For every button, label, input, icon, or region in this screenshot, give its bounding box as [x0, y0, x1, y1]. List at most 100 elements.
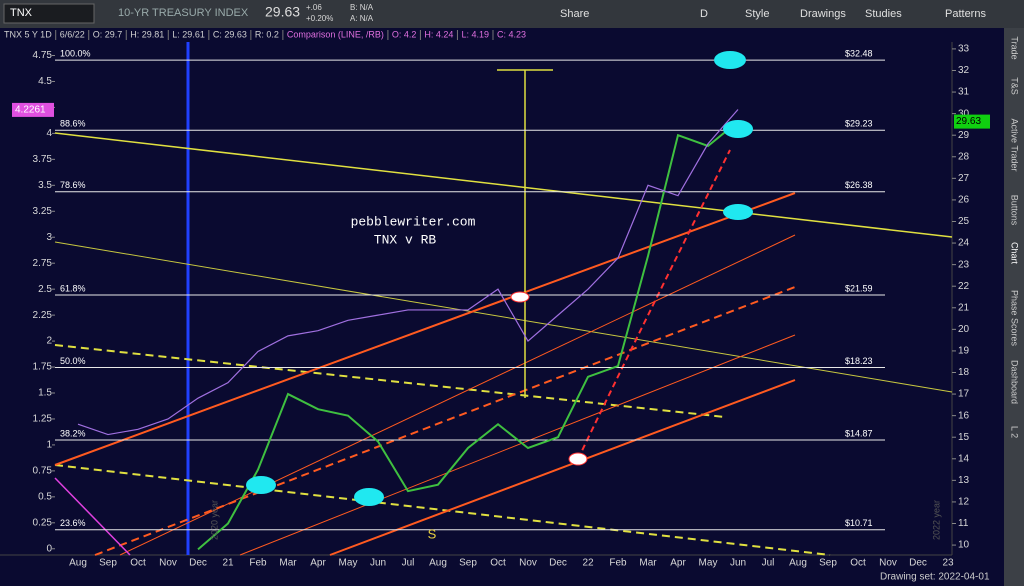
fib-label: 38.2%: [60, 428, 86, 438]
y-tick-label: 29: [958, 130, 970, 141]
x-tick-label: 23: [942, 558, 954, 569]
symbol-box[interactable]: [3, 3, 95, 24]
y-tick-label: 26: [958, 195, 970, 206]
y2-tick-label: 3.75: [33, 154, 53, 165]
info-item: L: 4.19: [461, 29, 489, 39]
fib-price: $14.87: [845, 428, 873, 438]
drawings: [54, 42, 953, 556]
y-tick-label: 12: [958, 497, 970, 508]
y-tick-label: 30: [958, 108, 970, 119]
info-item: L: 29.61: [172, 29, 205, 39]
x-tick-label: Aug: [429, 558, 447, 569]
x-tick-label: Jun: [370, 558, 386, 569]
x-tick-label: Oct: [850, 558, 866, 569]
y-tick-label: 10: [958, 540, 970, 551]
x-tick-label: Aug: [69, 558, 87, 569]
x-tick-label: Mar: [639, 558, 657, 569]
info-item: 6/6/22: [60, 29, 85, 39]
fib-label: 100.0%: [60, 48, 91, 58]
y-tick-label: 20: [958, 324, 970, 335]
series: [55, 59, 885, 551]
y2-tick-label: 3.25: [33, 206, 53, 217]
y2-tick-label: 2: [46, 336, 52, 347]
annotation: 2022 year: [931, 500, 941, 540]
y2-tick-label: 1.5: [38, 388, 52, 399]
footer: Drawing set: 2022-04-01: [880, 572, 990, 583]
sidebar-tab[interactable]: T&S: [1010, 77, 1020, 95]
y2-tick-label: 0.5: [38, 491, 52, 502]
x-tick-label: Sep: [819, 558, 837, 569]
y-tick-label: 21: [958, 302, 970, 313]
fib-price: $10.71: [845, 518, 873, 528]
sidebar: [1004, 28, 1024, 586]
y-tick-label: 13: [958, 475, 970, 486]
toolbar-button[interactable]: Studies: [865, 8, 902, 20]
channel-line: [94, 286, 796, 556]
toolbar-button[interactable]: D: [700, 8, 708, 20]
y2-tick-label: 3: [46, 232, 52, 243]
toolbar-button[interactable]: Drawings: [800, 8, 846, 20]
channel-line: [54, 192, 796, 466]
last-price: 29.63: [265, 4, 300, 20]
annotation: TNX v RB: [374, 232, 437, 247]
sidebar-tab[interactable]: Chart: [1010, 242, 1020, 265]
y2-tick-label: 2.25: [33, 310, 53, 321]
highlight-ellipse: [714, 51, 746, 69]
symbol[interactable]: TNX: [10, 7, 33, 19]
change-pct: +0.20%: [306, 14, 333, 23]
toolbar: [0, 0, 1024, 28]
y2-tick-label: 4.75: [33, 50, 53, 61]
x-tick-label: May: [699, 558, 718, 569]
x-tick-label: 22: [582, 558, 594, 569]
highlight-ellipse: [723, 204, 753, 220]
x-tick-label: Sep: [99, 558, 117, 569]
highlight-ellipse: [723, 120, 753, 138]
x-tick-label: Oct: [130, 558, 146, 569]
price-tag-bg: [954, 114, 990, 129]
sidebar-tab[interactable]: Active Trader: [1010, 118, 1020, 171]
y2-tick-label: 0.25: [33, 517, 53, 528]
x-axis-area: [0, 555, 1004, 586]
fib-price: $29.23: [845, 119, 873, 129]
y2-tick-label: 1.25: [33, 414, 53, 425]
y2-tick-label: 3.5: [38, 180, 52, 191]
toolbar-button[interactable]: Share: [560, 8, 589, 20]
y-tick-label: 27: [958, 173, 970, 184]
sidebar-tab[interactable]: L 2: [1010, 426, 1020, 438]
toolbar-button[interactable]: Style: [745, 8, 769, 20]
x-tick-label: Oct: [490, 558, 506, 569]
y-tick-label: 17: [958, 389, 970, 400]
toolbar-button[interactable]: Patterns: [945, 8, 986, 20]
sidebar-tab[interactable]: Phase Scores: [1010, 290, 1020, 347]
sidebar-tab[interactable]: Buttons: [1010, 195, 1020, 226]
fib-price: $21.59: [845, 283, 873, 293]
info-item: H: 29.81: [130, 29, 164, 39]
fib-price: $18.23: [845, 356, 873, 366]
y-tick-label: 25: [958, 216, 970, 227]
fib-label: 23.6%: [60, 518, 86, 528]
x-tick-label: Feb: [249, 558, 267, 569]
y2-tick-label: 0.75: [33, 466, 53, 477]
highlight-ellipse: [246, 476, 276, 494]
x-tick-label: Sep: [459, 558, 477, 569]
trend-line: [54, 132, 953, 238]
series-line: [197, 120, 739, 551]
annotation: S: [428, 526, 437, 541]
x-tick-label: Jul: [762, 558, 775, 569]
y-tick-label: 14: [958, 453, 970, 464]
x-tick-label: Aug: [789, 558, 807, 569]
fib-label: 50.0%: [60, 356, 86, 366]
x-tick-label: Jul: [402, 558, 415, 569]
info-item: R: 0.2: [255, 29, 279, 39]
fib-price: $32.48: [845, 48, 873, 58]
x-tick-label: Feb: [609, 558, 627, 569]
sidebar-tab[interactable]: Dashboard: [1010, 360, 1020, 404]
sidebar-tab[interactable]: Trade: [1010, 36, 1020, 59]
x-tick-label: Apr: [670, 558, 686, 569]
y-tick-label: 11: [958, 518, 969, 529]
compare-tag: 4.2261: [15, 105, 46, 116]
x-tick-label: May: [339, 558, 358, 569]
y-tick-label: 18: [958, 367, 970, 378]
y2-tick-label: 4.5: [38, 76, 52, 87]
